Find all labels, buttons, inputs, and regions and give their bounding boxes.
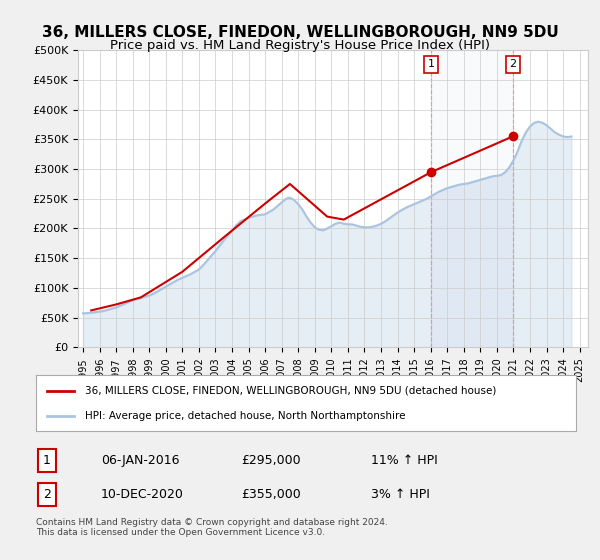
Bar [431, 50, 512, 347]
Text: HPI: Average price, detached house, North Northamptonshire: HPI: Average price, detached house, Nort… [85, 410, 405, 421]
Text: £355,000: £355,000 [241, 488, 301, 501]
Text: 1: 1 [43, 454, 51, 467]
Text: 2: 2 [509, 59, 516, 69]
Text: £295,000: £295,000 [241, 454, 301, 467]
Text: 2: 2 [43, 488, 51, 501]
Text: 06-JAN-2016: 06-JAN-2016 [101, 454, 179, 467]
Text: 3% ↑ HPI: 3% ↑ HPI [371, 488, 430, 501]
Text: Price paid vs. HM Land Registry's House Price Index (HPI): Price paid vs. HM Land Registry's House … [110, 39, 490, 52]
Text: 10-DEC-2020: 10-DEC-2020 [101, 488, 184, 501]
Text: 36, MILLERS CLOSE, FINEDON, WELLINGBOROUGH, NN9 5DU (detached house): 36, MILLERS CLOSE, FINEDON, WELLINGBOROU… [85, 386, 496, 396]
Text: Contains HM Land Registry data © Crown copyright and database right 2024.
This d: Contains HM Land Registry data © Crown c… [36, 518, 388, 538]
Text: 36, MILLERS CLOSE, FINEDON, WELLINGBOROUGH, NN9 5DU: 36, MILLERS CLOSE, FINEDON, WELLINGBOROU… [41, 25, 559, 40]
Text: 11% ↑ HPI: 11% ↑ HPI [371, 454, 437, 467]
Text: 1: 1 [428, 59, 434, 69]
